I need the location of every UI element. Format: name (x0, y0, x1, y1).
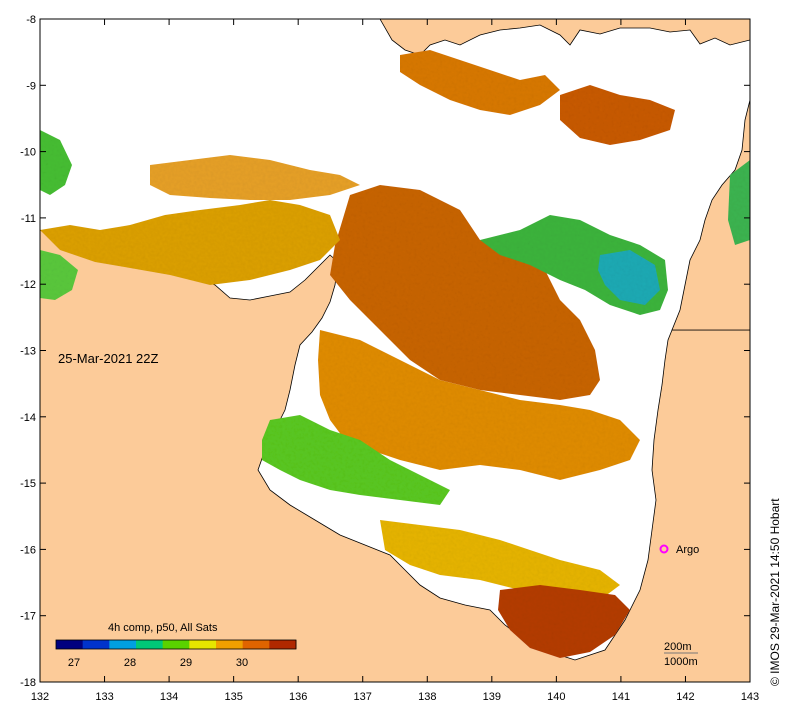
lon-tick-label: 137 (354, 691, 372, 703)
colorbar-ticks: 27 28 29 30 (68, 657, 248, 669)
lon-tick-label: 138 (418, 691, 436, 703)
colorbar-frame (55, 639, 297, 650)
lat-tick-label: -8 (26, 14, 36, 26)
lon-tick-label: 136 (289, 691, 307, 703)
depth-contour-legend: 200m 1000m (664, 641, 698, 668)
sst-patch-north-orange (400, 50, 560, 115)
sst-patch-southwest-green (262, 415, 450, 505)
latitude-axis: -8 -9 -10 -11 -12 -13 -14 -15 -16 -17 -18 (20, 14, 750, 689)
lon-tick-label: 132 (31, 691, 49, 703)
lon-tick-label: 140 (547, 691, 565, 703)
lat-tick-label: -18 (20, 677, 36, 689)
imos-credit: © IMOS 29-Mar-2021 14:50 Hobart (768, 498, 782, 686)
sst-patch-south-gulf (380, 520, 620, 600)
lon-tick-label: 134 (160, 691, 178, 703)
sst-layer (40, 50, 750, 658)
argo-float: Argo (659, 544, 699, 556)
colorbar-tick-label: 27 (68, 657, 80, 669)
lon-tick-label: 142 (676, 691, 694, 703)
land-northern-territory (40, 229, 750, 682)
colorbar-swatch (189, 640, 217, 649)
colorbar-swatch (242, 640, 270, 649)
lat-tick-label: -13 (20, 346, 36, 358)
sst-patch-far-east-green (728, 160, 750, 245)
sst-patch-southeast-hot (498, 585, 630, 658)
colorbar-tick-label: 29 (180, 657, 192, 669)
argo-label: Argo (676, 544, 699, 556)
lon-tick-label: 139 (483, 691, 501, 703)
colorbar-swatch (82, 640, 110, 649)
depth-200m-label: 200m (664, 641, 692, 653)
lon-tick-label: 143 (741, 691, 759, 703)
lat-tick-label: -11 (21, 213, 36, 225)
timestamp-label: 25-Mar-2021 22Z (58, 351, 158, 366)
colorbar-swatch (216, 640, 244, 649)
lon-tick-label: 141 (612, 691, 630, 703)
colorbar-swatch (109, 640, 137, 649)
colorbar-swatch (162, 640, 190, 649)
lat-tick-label: -16 (20, 544, 36, 556)
colorbar: 4h comp, p50, All Sats 27 28 29 30 (55, 622, 297, 669)
lat-tick-label: -14 (20, 412, 36, 424)
map-area (40, 19, 750, 682)
sst-patch-west-yellow-orange (40, 200, 340, 285)
land-cape-york-peninsula (671, 40, 750, 331)
lat-tick-label: -9 (26, 80, 36, 92)
sst-patch-east-cyan (598, 250, 660, 305)
land-cape-york (379, 19, 750, 56)
colorbar-tick-label: 28 (124, 657, 136, 669)
sst-patch-west-green (40, 130, 72, 195)
colorbar-swatch (56, 640, 84, 649)
lat-tick-label: -15 (20, 478, 36, 490)
longitude-axis: 132 133 134 135 136 137 138 139 140 141 142 143 (31, 19, 759, 703)
lon-tick-label: 135 (224, 691, 242, 703)
sst-patch-lowerleft-green (40, 250, 78, 300)
lat-tick-label: -17 (20, 611, 36, 623)
colorbar-tick-label: 30 (236, 657, 248, 669)
colorbar-title: 4h comp, p50, All Sats (108, 622, 218, 634)
depth-1000m-label: 1000m (664, 656, 698, 668)
lon-tick-label: 133 (95, 691, 113, 703)
lat-tick-label: -10 (20, 147, 36, 159)
colorbar-swatches (56, 640, 297, 649)
colorbar-swatch (136, 640, 164, 649)
sst-patch-central-warm (330, 185, 600, 400)
sst-patch-north-east-warm (560, 85, 675, 145)
sst-patch-north-west-orange (150, 155, 360, 200)
colorbar-swatch (269, 640, 297, 649)
argo-marker-icon (659, 544, 669, 554)
lat-tick-label: -12 (20, 279, 36, 291)
sst-patch-carpentaria-orange (318, 330, 640, 480)
